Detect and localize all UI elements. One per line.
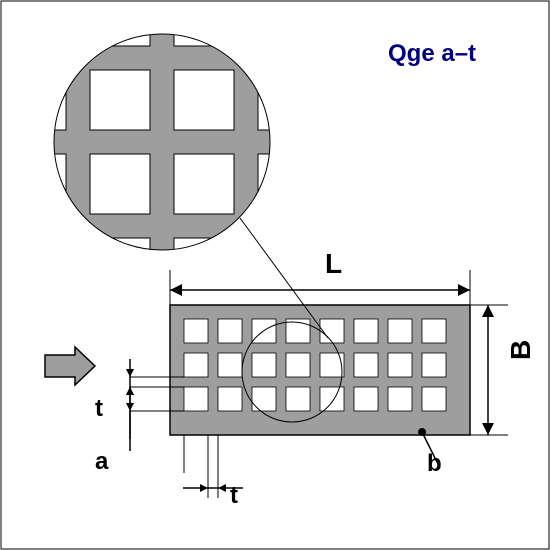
dim-b-label: b [427,450,442,478]
title-label: Qge a–t [388,40,476,68]
dim-L-label: L [325,248,342,280]
diagram-svg [0,0,550,550]
dim-B-label: B [505,340,537,360]
dim-a-label: a [95,448,108,476]
dim-t-bottom-label: t [230,482,238,510]
plate [170,305,470,435]
dim-t-left-label: t [95,395,103,423]
